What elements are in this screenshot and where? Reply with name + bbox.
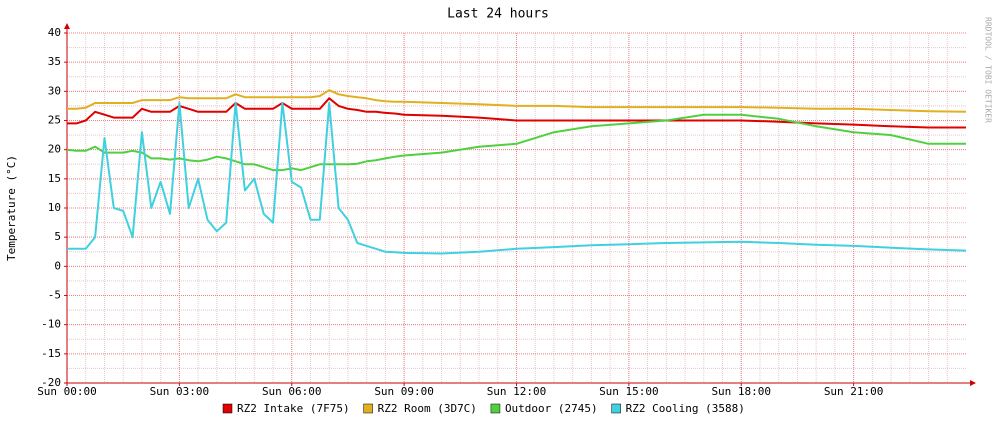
x-tick-label: Sun 21:00 [824,385,884,398]
x-tick-label: Sun 18:00 [711,385,771,398]
legend-label: RZ2 Intake (7F75) [237,402,350,415]
x-tick-label: Sun 06:00 [262,385,322,398]
legend-swatch [222,403,233,414]
y-tick-label: -10 [41,318,61,331]
y-tick-label: 20 [48,143,61,156]
y-tick-label: 10 [48,201,61,214]
y-tick-label: -5 [48,289,61,302]
series-line [67,89,967,113]
y-tick-label: -20 [41,376,61,389]
legend-label: Outdoor (2745) [505,402,598,415]
y-tick-label: 0 [54,259,61,272]
y-tick-label: 35 [48,55,61,68]
axis-arrow [970,380,976,386]
x-tick-label: Sun 03:00 [150,385,210,398]
series-line [67,97,966,129]
y-axis-label: Temperature (°C) [5,155,18,261]
series-line [66,113,966,172]
x-tick-label: Sun 09:00 [374,385,434,398]
y-tick-label: 40 [48,26,61,39]
legend-swatch [490,403,501,414]
series-line [67,102,967,255]
y-tick-label: 15 [48,172,61,185]
y-tick-label: 30 [48,84,61,97]
axis-arrow [64,23,70,29]
legend-label: RZ2 Cooling (3588) [626,402,745,415]
legend-label: RZ2 Room (3D7C) [378,402,477,415]
x-tick-label: Sun 12:00 [487,385,547,398]
y-tick-label: 5 [54,230,61,243]
watermark: RRDTOOL / TOBI OETIKER [984,17,993,123]
x-tick-label: Sun 15:00 [599,385,659,398]
chart-title: Last 24 hours [447,7,549,22]
legend-swatch [363,403,373,414]
y-tick-label: 25 [48,114,61,127]
y-tick-label: -15 [41,347,61,360]
legend-swatch [611,403,621,414]
x-tick-label: Sun 00:00 [37,385,97,398]
